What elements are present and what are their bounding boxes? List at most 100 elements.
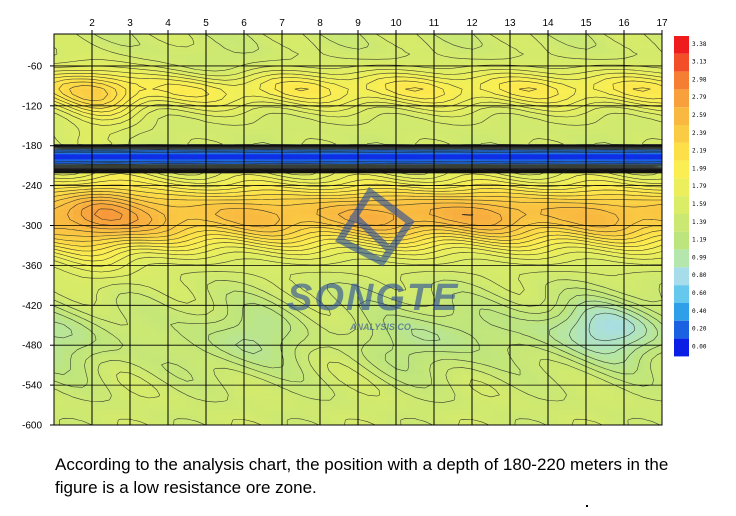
heatmap-cell — [633, 319, 644, 326]
heatmap-cell — [557, 329, 568, 336]
heatmap-cell — [329, 99, 340, 105]
heatmap-cell — [111, 124, 122, 130]
heatmap-cell — [215, 219, 226, 226]
heatmap-cell — [339, 269, 350, 276]
heatmap-cell — [567, 394, 578, 401]
heatmap-cell — [329, 94, 340, 100]
heatmap-cell — [377, 364, 388, 371]
heatmap-cell — [643, 294, 654, 301]
heatmap-cell — [424, 104, 435, 110]
heatmap-cell — [158, 134, 169, 140]
heatmap-cell — [652, 64, 662, 70]
heatmap-cell — [215, 254, 226, 261]
heatmap-cell — [481, 199, 492, 206]
heatmap-cell — [405, 129, 416, 135]
heatmap-cell — [177, 69, 188, 75]
heatmap-cell — [92, 134, 103, 140]
heatmap-cell — [139, 39, 150, 45]
heatmap-cell — [54, 69, 65, 75]
heatmap-cell — [557, 149, 568, 155]
heatmap-cell — [139, 94, 150, 100]
heatmap-cell — [291, 294, 302, 301]
heatmap-cell — [567, 354, 578, 361]
heatmap-cell — [367, 349, 378, 356]
heatmap-cell — [139, 69, 150, 75]
heatmap-cell — [234, 199, 245, 206]
heatmap-cell — [63, 139, 74, 145]
heatmap-cell — [149, 199, 160, 206]
heatmap-cell — [605, 244, 616, 251]
heatmap-cell — [614, 39, 625, 45]
heatmap-cell — [225, 264, 236, 271]
heatmap-cell — [481, 204, 492, 211]
heatmap-cell — [101, 419, 112, 425]
heatmap-cell — [206, 374, 217, 381]
heatmap-cell — [424, 89, 435, 95]
heatmap-cell — [462, 229, 473, 236]
heatmap-cell — [82, 214, 93, 221]
heatmap-cell — [557, 129, 568, 135]
heatmap-cell — [586, 189, 597, 196]
heatmap-cell — [557, 119, 568, 125]
heatmap-cell — [272, 139, 283, 145]
heatmap-cell — [158, 279, 169, 286]
heatmap-cell — [168, 209, 179, 216]
heatmap-cell — [633, 34, 644, 40]
heatmap-cell — [548, 339, 559, 346]
heatmap-cell — [339, 149, 350, 155]
heatmap-cell — [139, 89, 150, 95]
heatmap-cell — [73, 254, 84, 261]
heatmap-cell — [443, 254, 454, 261]
heatmap-cell — [586, 329, 597, 336]
heatmap-cell — [215, 209, 226, 216]
heatmap-cell — [491, 369, 502, 376]
heatmap-cell — [538, 149, 549, 155]
heatmap-cell — [339, 99, 350, 105]
heatmap-cell — [253, 234, 264, 241]
heatmap-cell — [177, 129, 188, 135]
heatmap-cell — [263, 214, 274, 221]
heatmap-cell — [263, 94, 274, 100]
heatmap-cell — [529, 354, 540, 361]
heatmap-cell — [92, 184, 103, 190]
heatmap-cell — [130, 324, 141, 331]
heatmap-cell — [415, 319, 426, 326]
heatmap-cell — [206, 369, 217, 376]
heatmap-cell — [339, 399, 350, 406]
heatmap-cell — [453, 189, 464, 196]
heatmap-cell — [310, 109, 321, 115]
heatmap-cell — [500, 199, 511, 206]
heatmap-cell — [576, 319, 587, 326]
heatmap-cell — [567, 84, 578, 90]
heatmap-cell — [282, 404, 293, 411]
heatmap-cell — [282, 369, 293, 376]
heatmap-cell — [652, 384, 662, 391]
heatmap-cell — [120, 34, 131, 40]
heatmap-cell — [82, 64, 93, 70]
heatmap-cell — [367, 79, 378, 85]
heatmap-cell — [291, 194, 302, 201]
heatmap-cell — [196, 209, 207, 216]
heatmap-cell — [614, 224, 625, 231]
heatmap-cell — [82, 334, 93, 341]
heatmap-cell — [510, 79, 521, 85]
heatmap-cell — [415, 149, 426, 155]
heatmap-cell — [472, 344, 483, 351]
heatmap-cell — [548, 89, 559, 95]
heatmap-cell — [510, 269, 521, 276]
heatmap-cell — [301, 249, 312, 256]
heatmap-cell — [263, 54, 274, 60]
heatmap-cell — [120, 409, 131, 416]
heatmap-cell — [149, 414, 160, 421]
heatmap-cell — [196, 269, 207, 276]
heatmap-cell — [291, 204, 302, 211]
heatmap-cell — [282, 379, 293, 386]
heatmap-cell — [500, 369, 511, 376]
heatmap-cell — [643, 304, 654, 311]
heatmap-cell — [206, 234, 217, 241]
heatmap-cell — [529, 154, 540, 160]
heatmap-cell — [263, 259, 274, 266]
heatmap-cell — [643, 44, 654, 50]
heatmap-cell — [472, 289, 483, 296]
heatmap-cell — [367, 334, 378, 341]
